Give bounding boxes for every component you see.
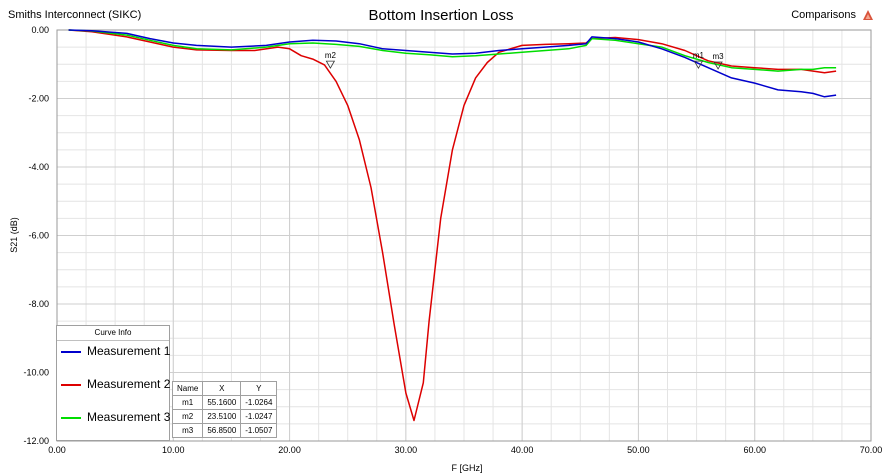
legend-label: Measurement 3 (87, 410, 171, 424)
table-cell: 56.8500 (202, 423, 242, 438)
series-line-measurement-3 (68, 29, 837, 72)
legend-item-measurement-2[interactable]: Measurement 2 (57, 375, 171, 395)
y-tick-label: -12.00 (23, 436, 49, 446)
curve-info-legend: Curve Info Measurement 1 Measurement 2 M… (56, 325, 170, 441)
marker-m3-icon[interactable] (713, 61, 723, 70)
table-row: m1 55.1600 -1.0264 (171, 395, 278, 410)
y-tick-label: -6.00 (28, 231, 49, 241)
x-tick-label: 40.00 (511, 445, 534, 455)
table-cell: 55.1600 (202, 395, 242, 410)
chart-series (68, 29, 837, 422)
column-header: Y (240, 381, 278, 396)
chart-grid (56, 29, 872, 442)
legend-label: Measurement 2 (87, 377, 171, 391)
legend-swatch (61, 417, 81, 419)
series-line-measurement-1 (68, 29, 837, 98)
marker-m3-label: m3 (713, 52, 725, 61)
comparisons-label: Comparisons (791, 9, 856, 21)
x-tick-label: 10.00 (162, 445, 185, 455)
y-tick-label: -10.00 (23, 368, 49, 378)
y-tick-label: -8.00 (28, 299, 49, 309)
column-header: Name (171, 381, 204, 396)
marker-m2-icon[interactable] (325, 60, 336, 69)
table-cell: 23.5100 (202, 409, 242, 424)
y-tick-label: 0.00 (31, 25, 49, 35)
table-cell: -1.0264 (240, 395, 278, 410)
table-cell: m1 (171, 395, 204, 410)
table-cell: -1.0247 (240, 409, 278, 424)
marker-m1-label: m1 (693, 51, 705, 60)
x-tick-label: 20.00 (278, 445, 301, 455)
x-tick-label: 50.00 (627, 445, 650, 455)
marker-table: Name X Y m1 55.1600 -1.0264 m2 23.5100 -… (171, 381, 278, 438)
chart-markers: m1 m2 m3 (325, 51, 725, 70)
legend-swatch (61, 384, 81, 386)
chart-title: Bottom Insertion Loss (368, 7, 514, 24)
chart-axes: 0.00 10.00 20.00 30.00 40.00 50.00 60.00 70.00 0… (23, 25, 882, 455)
ansys-logo-icon (863, 10, 873, 20)
column-header: X (202, 381, 242, 396)
x-tick-label: 0.00 (48, 445, 66, 455)
table-cell: m3 (171, 423, 204, 438)
table-cell: m2 (171, 409, 204, 424)
company-name: Smiths Interconnect (SIKC) (8, 9, 142, 21)
table-cell: -1.0507 (240, 423, 278, 438)
x-tick-label: 60.00 (743, 445, 766, 455)
legend-item-measurement-1[interactable]: Measurement 1 (57, 342, 171, 362)
series-line-measurement-2 (68, 29, 837, 422)
x-axis-label: F [GHz] (452, 463, 483, 473)
y-tick-label: -2.00 (28, 94, 49, 104)
table-header-row: Name X Y (171, 381, 278, 396)
y-axis-label: S21 (dB) (9, 217, 19, 253)
legend-label: Measurement 1 (87, 344, 171, 358)
plot-frame (56, 29, 872, 442)
marker-m1-icon[interactable] (693, 60, 704, 69)
marker-m2-label: m2 (325, 51, 337, 60)
table-row: m3 56.8500 -1.0507 (171, 423, 278, 438)
chart-header: Smiths Interconnect (SIKC) Bottom Insert… (0, 0, 882, 26)
legend-item-measurement-3[interactable]: Measurement 3 (57, 408, 171, 428)
y-tick-label: -4.00 (28, 162, 49, 172)
table-row: m2 23.5100 -1.0247 (171, 409, 278, 424)
x-tick-label: 70.00 (860, 445, 882, 455)
x-tick-label: 30.00 (395, 445, 418, 455)
legend-title: Curve Info (57, 326, 169, 341)
legend-swatch (61, 351, 81, 353)
